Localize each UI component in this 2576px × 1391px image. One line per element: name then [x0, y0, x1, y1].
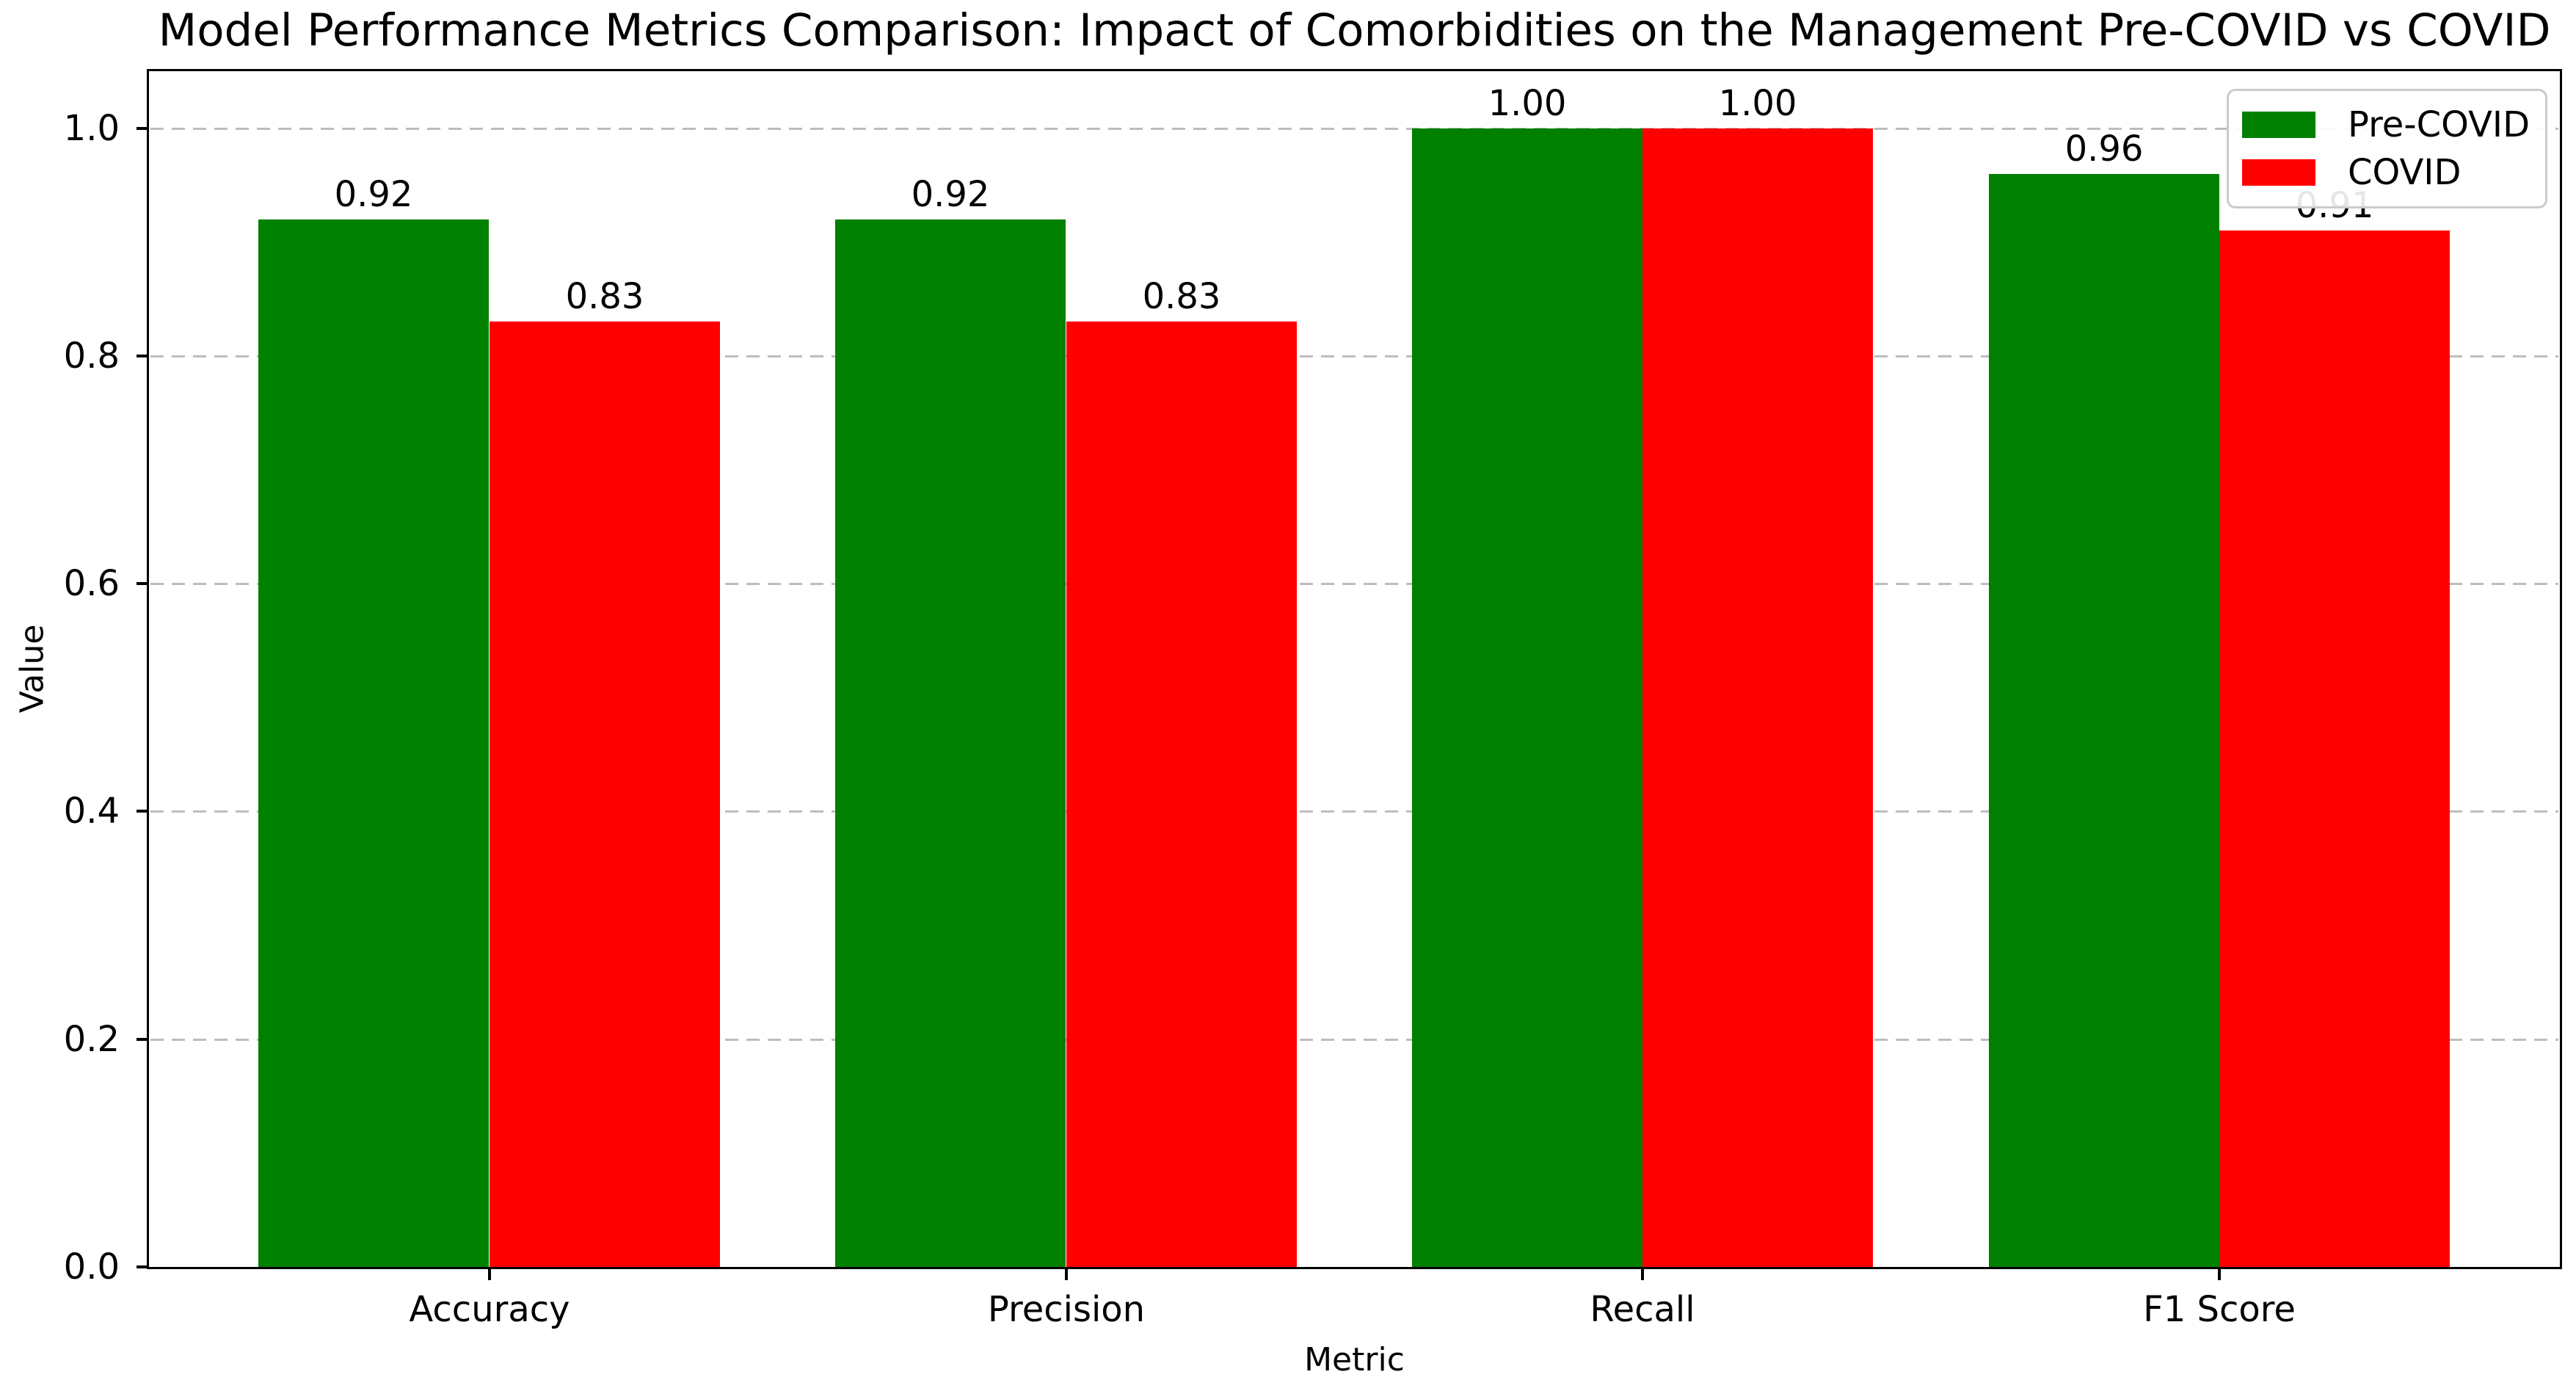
bar-pre-covid-accuracy [258, 219, 489, 1267]
bar-pre-covid-recall [1412, 128, 1642, 1267]
y-tick-mark [137, 1265, 149, 1268]
y-tick-label: 0.4 [63, 791, 120, 832]
bar-value-label: 0.83 [565, 276, 644, 317]
x-tick-mark [1065, 1269, 1068, 1280]
legend-entry-covid: COVID [2242, 153, 2532, 192]
bar-value-label: 1.00 [1488, 83, 1567, 124]
gridline [150, 810, 2558, 813]
bar-value-label: 0.96 [2064, 128, 2144, 170]
legend: Pre-COVID COVID [2227, 89, 2547, 208]
bar-value-label: 1.00 [1718, 83, 1797, 124]
gridline [150, 583, 2558, 585]
gridline [150, 355, 2558, 357]
bar-covid-f1-score [2219, 230, 2450, 1267]
y-tick-label: 1.0 [63, 108, 120, 149]
gridline [150, 128, 2558, 130]
legend-rows: Pre-COVID COVID [2242, 95, 2532, 202]
y-tick-mark [137, 1038, 149, 1041]
legend-label: Pre-COVID [2348, 103, 2530, 145]
x-tick-label: Recall [1590, 1289, 1695, 1330]
legend-label: COVID [2348, 152, 2462, 194]
y-axis-label: Value [13, 624, 51, 713]
bar-covid-precision [1066, 322, 1297, 1267]
y-tick-label: 0.2 [63, 1019, 120, 1060]
x-tick-label: F1 Score [2143, 1289, 2296, 1330]
y-tick-mark [137, 127, 149, 130]
x-tick-mark [488, 1269, 491, 1280]
x-tick-label: Precision [987, 1289, 1146, 1330]
y-tick-label: 0.6 [63, 563, 120, 604]
y-tick-mark [137, 355, 149, 357]
bar-pre-covid-precision [835, 219, 1066, 1267]
y-tick-mark [137, 810, 149, 813]
y-tick-mark [137, 582, 149, 585]
x-tick-mark [2218, 1269, 2221, 1280]
y-tick-label: 0.0 [63, 1246, 120, 1288]
bar-pre-covid-f1-score [1989, 174, 2219, 1267]
legend-entry-pre-covid: Pre-COVID [2242, 106, 2532, 144]
y-tick-label: 0.8 [63, 335, 120, 377]
bar-value-label: 0.92 [334, 174, 413, 215]
bar-covid-accuracy [490, 322, 720, 1267]
legend-swatch-covid [2242, 159, 2315, 186]
x-axis-label: Metric [1304, 1341, 1405, 1379]
x-tick-mark [1641, 1269, 1644, 1280]
legend-swatch-pre-covid [2242, 111, 2315, 138]
chart-title: Model Performance Metrics Comparison: Im… [158, 4, 2551, 57]
bar-value-label: 0.92 [911, 174, 990, 215]
bar-covid-recall [1642, 128, 1873, 1267]
gridline [150, 1039, 2558, 1041]
bar-value-label: 0.83 [1142, 276, 1221, 317]
x-tick-label: Accuracy [409, 1289, 570, 1330]
